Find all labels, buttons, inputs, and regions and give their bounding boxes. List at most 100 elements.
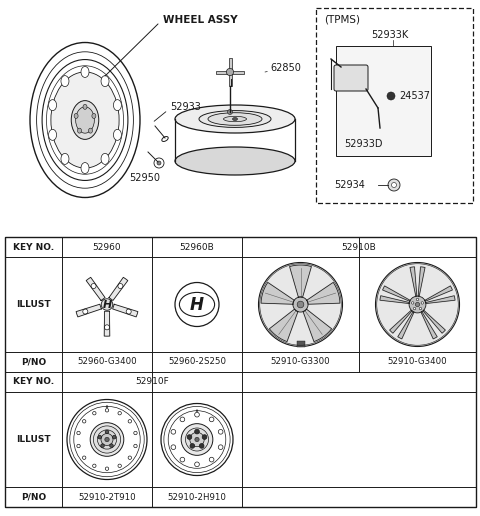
Circle shape	[218, 445, 223, 449]
Circle shape	[421, 302, 423, 304]
Bar	[5, 237, 476, 507]
Ellipse shape	[113, 130, 121, 140]
Circle shape	[293, 297, 308, 312]
Polygon shape	[383, 286, 410, 301]
Circle shape	[181, 424, 213, 455]
Circle shape	[97, 430, 117, 449]
Ellipse shape	[101, 299, 113, 310]
Ellipse shape	[199, 110, 271, 127]
Circle shape	[228, 109, 232, 115]
Ellipse shape	[118, 411, 121, 415]
Ellipse shape	[128, 456, 132, 459]
Bar	[336, 46, 431, 156]
Text: (TPMS): (TPMS)	[324, 15, 360, 25]
Ellipse shape	[48, 100, 57, 110]
Circle shape	[98, 436, 102, 439]
Text: 52950: 52950	[130, 173, 160, 183]
Text: 52960-G3400: 52960-G3400	[77, 358, 137, 366]
Text: 52910F: 52910F	[135, 378, 169, 386]
Text: P/NO: P/NO	[21, 358, 46, 366]
Circle shape	[105, 430, 109, 434]
Polygon shape	[261, 282, 294, 304]
Text: 24537: 24537	[399, 91, 430, 101]
Polygon shape	[307, 282, 340, 304]
Circle shape	[157, 161, 161, 165]
Circle shape	[218, 429, 223, 434]
Text: 52910-G3300: 52910-G3300	[271, 358, 330, 366]
Ellipse shape	[208, 112, 262, 125]
Circle shape	[118, 283, 123, 288]
Circle shape	[105, 325, 109, 330]
Ellipse shape	[92, 114, 96, 119]
Circle shape	[101, 444, 104, 447]
Ellipse shape	[74, 114, 78, 119]
Text: 52933K: 52933K	[371, 30, 408, 40]
Polygon shape	[109, 277, 128, 300]
Circle shape	[109, 444, 113, 447]
Circle shape	[190, 444, 195, 448]
Circle shape	[90, 423, 124, 456]
Ellipse shape	[134, 431, 137, 434]
Text: 52933: 52933	[170, 102, 201, 112]
Bar	[216, 71, 244, 74]
Polygon shape	[86, 277, 105, 300]
Circle shape	[416, 298, 419, 301]
Ellipse shape	[175, 147, 295, 175]
Ellipse shape	[118, 464, 121, 467]
Ellipse shape	[113, 100, 121, 110]
Text: 52960B: 52960B	[180, 243, 215, 251]
Polygon shape	[76, 304, 101, 317]
Ellipse shape	[232, 118, 238, 121]
Circle shape	[190, 432, 204, 447]
Text: KEY NO.: KEY NO.	[13, 243, 54, 251]
Polygon shape	[380, 296, 409, 303]
Text: 52910-G3400: 52910-G3400	[388, 358, 447, 366]
Circle shape	[195, 429, 199, 434]
Text: 52960: 52960	[93, 243, 121, 251]
Polygon shape	[423, 310, 445, 333]
Polygon shape	[269, 309, 298, 342]
Text: 52934: 52934	[334, 180, 365, 190]
Text: 52933D: 52933D	[344, 139, 383, 149]
Circle shape	[106, 406, 108, 408]
Circle shape	[187, 434, 192, 440]
Bar	[229, 58, 232, 86]
Text: WHEEL ASSY: WHEEL ASSY	[163, 15, 238, 25]
Ellipse shape	[83, 104, 87, 109]
Ellipse shape	[128, 420, 132, 423]
Ellipse shape	[48, 130, 57, 140]
Circle shape	[202, 434, 207, 440]
Circle shape	[91, 283, 96, 288]
Ellipse shape	[101, 153, 109, 165]
Ellipse shape	[71, 101, 99, 139]
Circle shape	[387, 92, 395, 100]
Polygon shape	[410, 267, 417, 296]
Circle shape	[105, 437, 109, 442]
Text: KEY NO.: KEY NO.	[13, 378, 54, 386]
Polygon shape	[398, 312, 414, 339]
Circle shape	[126, 309, 131, 314]
Circle shape	[195, 412, 199, 417]
Circle shape	[375, 263, 459, 347]
Circle shape	[171, 429, 176, 434]
Ellipse shape	[61, 76, 69, 87]
Polygon shape	[303, 309, 332, 342]
Ellipse shape	[83, 420, 86, 423]
Circle shape	[185, 428, 208, 451]
Ellipse shape	[76, 107, 95, 133]
Text: H: H	[190, 296, 204, 314]
Polygon shape	[425, 286, 453, 301]
Text: 52910-2T910: 52910-2T910	[78, 492, 136, 502]
Ellipse shape	[101, 76, 109, 87]
Circle shape	[415, 302, 420, 307]
Bar	[316, 8, 473, 203]
Circle shape	[413, 308, 416, 310]
Circle shape	[392, 183, 396, 187]
Polygon shape	[390, 310, 412, 333]
Ellipse shape	[105, 467, 108, 471]
Polygon shape	[418, 267, 425, 296]
Circle shape	[195, 462, 199, 466]
Circle shape	[101, 433, 113, 445]
Circle shape	[112, 436, 116, 439]
Text: P/NO: P/NO	[21, 492, 46, 502]
